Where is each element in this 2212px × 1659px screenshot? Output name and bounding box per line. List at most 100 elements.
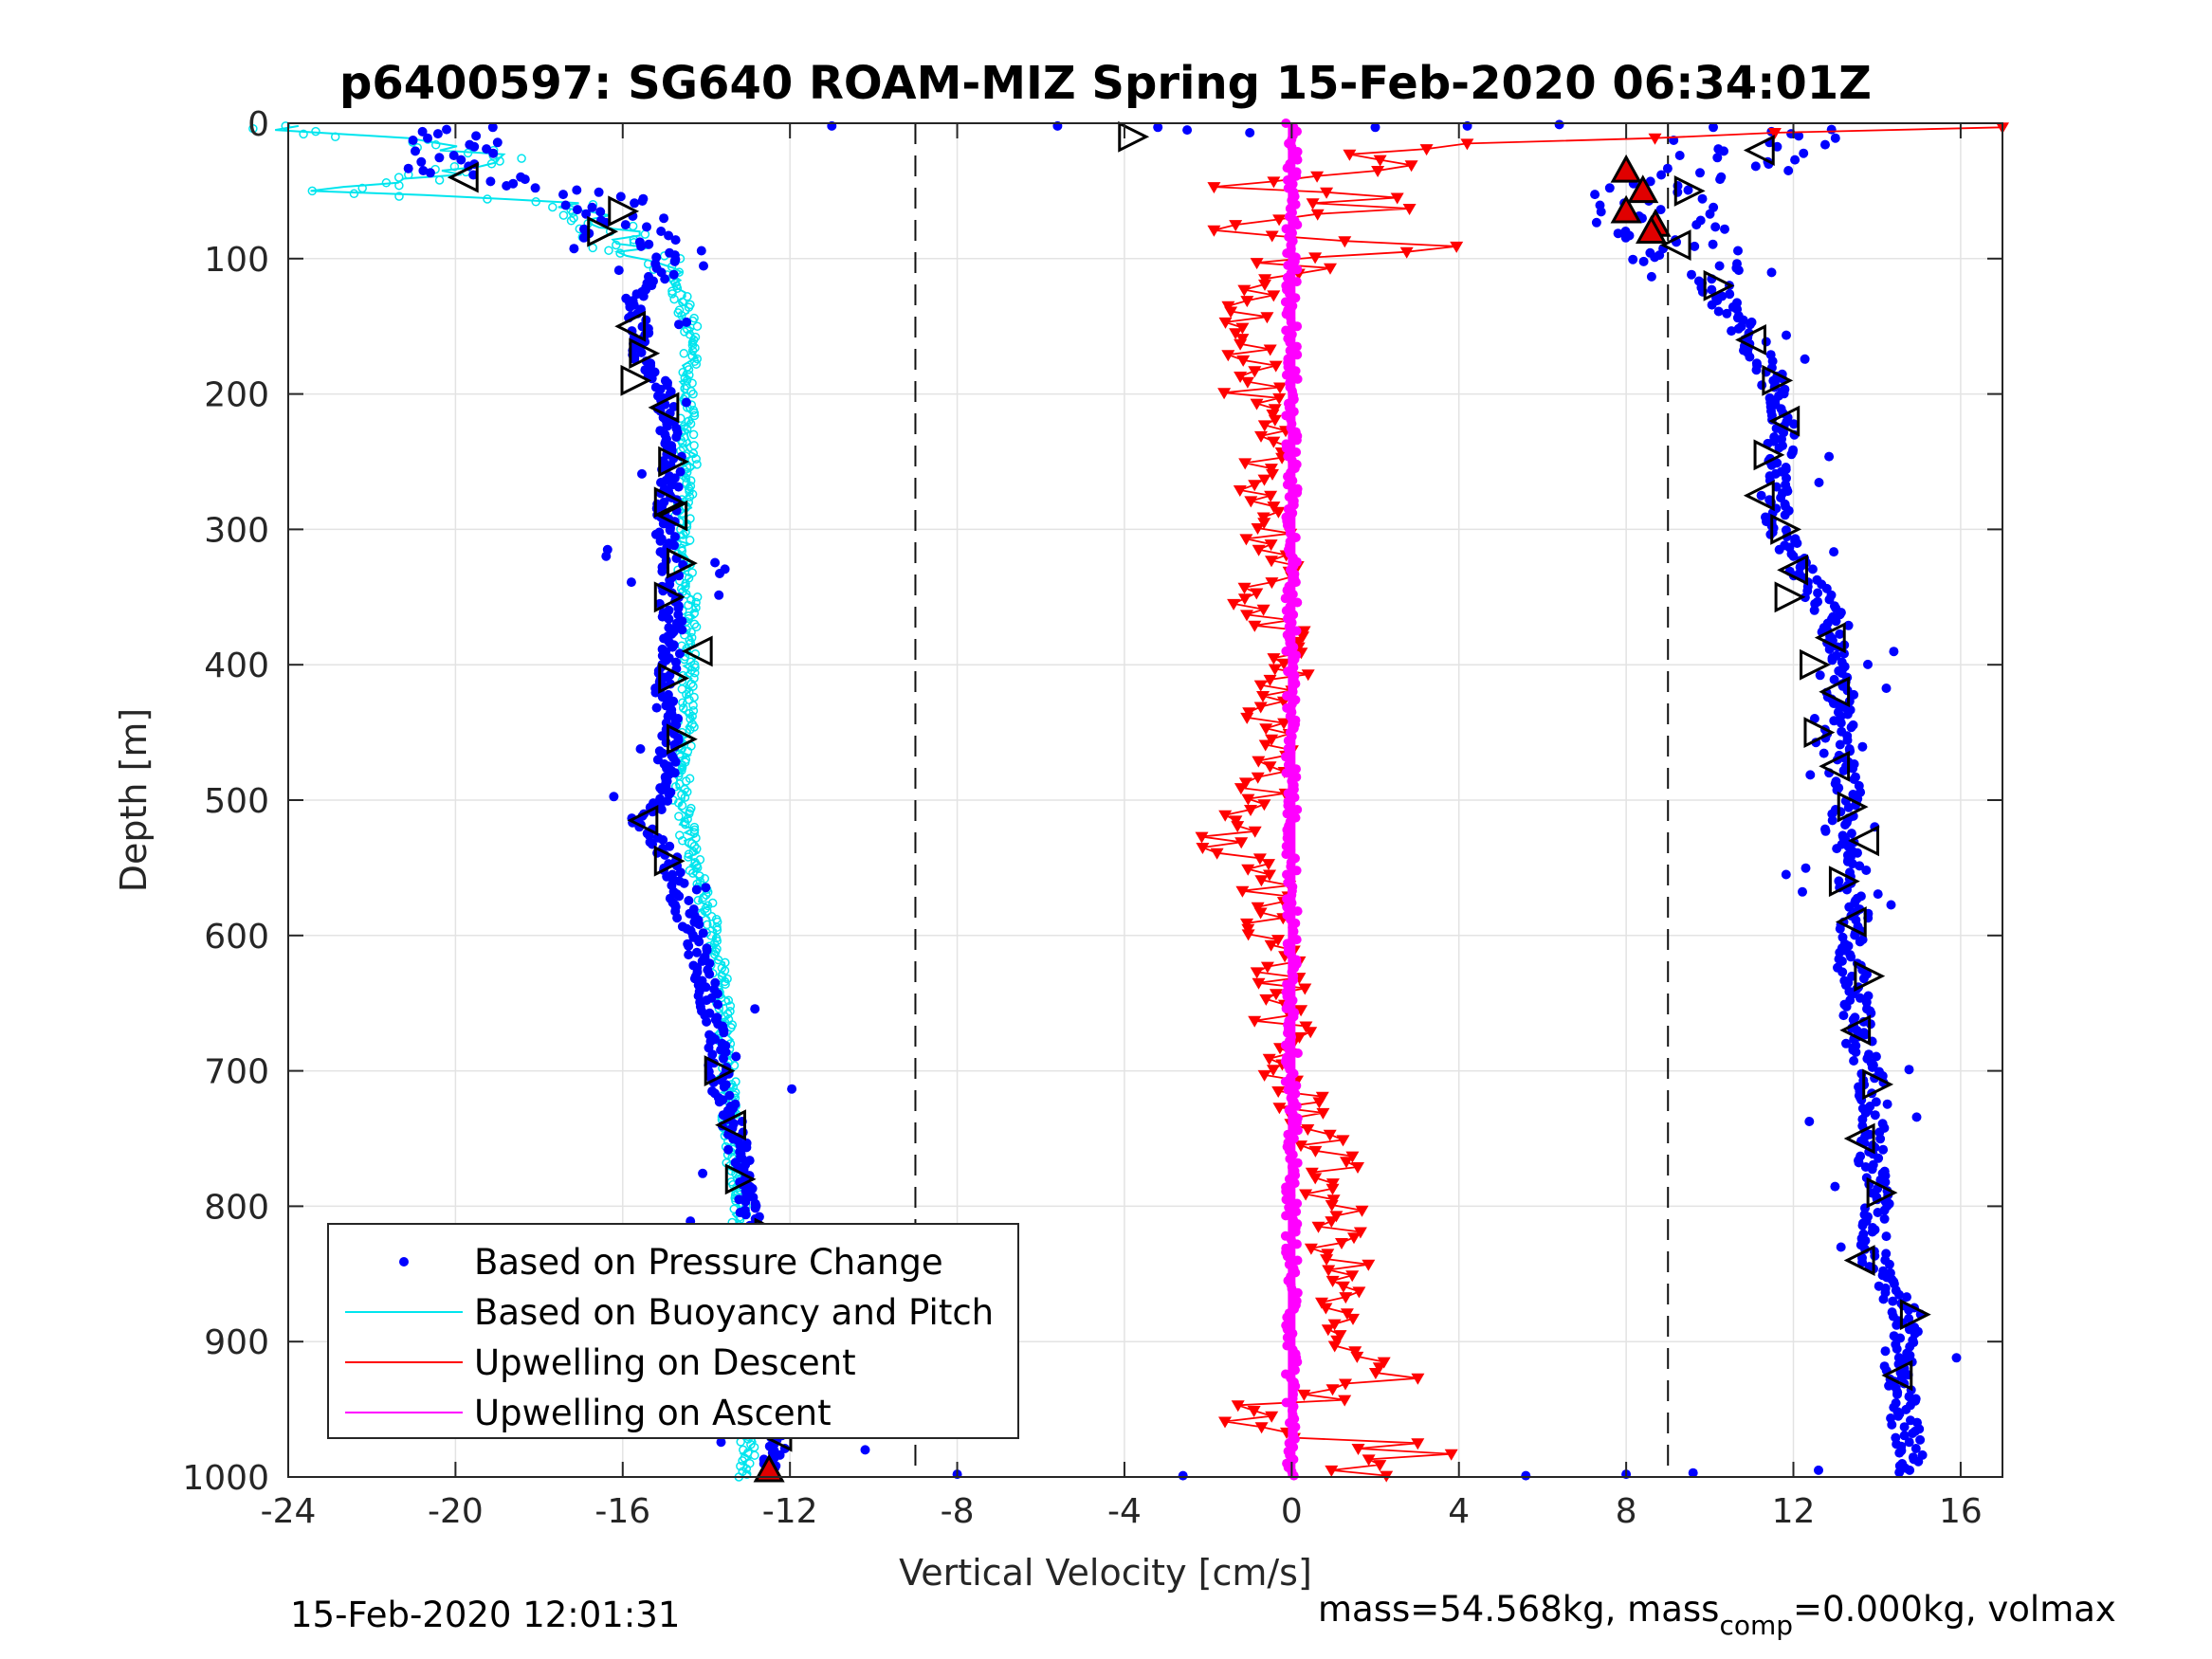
pressure-point	[1521, 1470, 1531, 1481]
pressure-point	[1789, 419, 1799, 429]
pressure-point	[668, 269, 679, 280]
pressure-point	[1915, 1434, 1926, 1445]
pressure-point	[1182, 125, 1193, 136]
upwelling-descent-marker	[1304, 1027, 1318, 1039]
pressure-point	[1846, 952, 1856, 962]
pressure-point	[724, 1090, 735, 1101]
open-triangle-marker	[1835, 906, 1867, 938]
buoyancy-pitch-point	[548, 202, 558, 212]
buoyancy-pitch-point	[299, 129, 308, 139]
x-tick-label: -16	[594, 1492, 650, 1531]
upwelling-descent-marker	[1253, 907, 1268, 920]
buoyancy-pitch-point	[691, 622, 702, 631]
buoyancy-pitch-point	[707, 898, 718, 908]
ticks: -24 -20 -16 -12 -8 -4 0 4 8 12 16 0 100 200 300 400 500 6…	[182, 105, 2002, 1531]
buoyancy-pitch-point	[688, 429, 699, 440]
pressure-point	[674, 319, 684, 330]
pressure-point	[1824, 644, 1835, 654]
upwelling-descent-marker	[1267, 436, 1281, 448]
pressure-point	[1838, 1011, 1849, 1021]
buoyancy-pitch-point	[672, 283, 683, 293]
buoyancy-pitch-point	[722, 974, 732, 984]
upwelling-descent-marker	[1301, 669, 1315, 682]
upwelling-descent-marker	[1325, 1200, 1339, 1212]
upwelling-descent-marker	[1336, 1281, 1350, 1293]
upwelling-descent-marker	[1234, 783, 1248, 795]
x-tick-label: -8	[941, 1492, 975, 1531]
upwelling-descent-marker	[1254, 430, 1268, 443]
pressure-point	[1884, 1259, 1894, 1269]
open-triangle-marker	[1703, 269, 1735, 301]
x-tick-label: 12	[1772, 1492, 1816, 1531]
buoyancy-pitch-point	[691, 454, 701, 464]
pressure-point	[418, 166, 429, 175]
pressure-point	[1733, 265, 1744, 276]
upwelling-descent-marker	[1207, 182, 1221, 194]
pressure-point	[1884, 1380, 1894, 1391]
upwelling-descent-marker	[1324, 263, 1337, 275]
pressure-point	[684, 896, 694, 905]
buoyancy-pitch-point	[687, 351, 697, 361]
open-triangle-marker	[667, 547, 698, 579]
pressure-point	[560, 200, 571, 210]
upwelling-descent-marker	[1250, 258, 1264, 270]
upwelling-descent-marker	[1311, 1221, 1325, 1233]
buoyancy-pitch-point	[678, 297, 687, 307]
buoyancy-pitch-point	[692, 321, 703, 331]
pressure-point	[1757, 380, 1767, 391]
buoyancy-pitch-point	[686, 714, 695, 724]
upwelling-descent-marker	[1248, 366, 1262, 378]
pressure-point	[620, 220, 631, 230]
upwelling-descent-marker	[1239, 534, 1253, 546]
y-tick-label: 300	[204, 511, 269, 550]
buoyancy-pitch-point	[330, 132, 340, 142]
upwelling-descent-marker	[1266, 468, 1279, 481]
legend-box	[327, 1223, 1019, 1439]
buoyancy-pitch-point	[689, 828, 700, 838]
upwelling-descent-marker	[1308, 1145, 1323, 1158]
pressure-point	[661, 738, 671, 748]
pressure-point	[1655, 205, 1666, 215]
buoyancy-pitch-point	[517, 154, 526, 163]
pressure-point	[1766, 267, 1777, 278]
pressure-point	[701, 883, 711, 893]
pressure-point	[1892, 1343, 1902, 1354]
pressure-point	[626, 577, 636, 588]
buoyancy-pitch-point	[687, 346, 698, 356]
pressure-point	[1820, 826, 1831, 836]
upwelling-descent-marker	[1339, 1378, 1352, 1391]
pressure-point	[1650, 252, 1660, 263]
upwelling-ascent-point	[1280, 1077, 1290, 1086]
pressure-point	[625, 301, 635, 312]
pressure-point	[1719, 146, 1728, 156]
open-triangle-marker	[1800, 648, 1831, 681]
pressure-point	[1827, 655, 1837, 665]
pressure-point	[1888, 1296, 1898, 1306]
series-upwelling-descent	[1195, 122, 2009, 1483]
upwelling-descent-marker	[1207, 225, 1221, 237]
pressure-point	[1857, 741, 1868, 752]
upwelling-descent-marker	[1257, 474, 1271, 486]
pressure-point	[691, 884, 702, 895]
pressure-point	[1904, 1437, 1914, 1448]
pressure-point	[660, 274, 670, 284]
buoyancy-pitch-point	[685, 708, 694, 719]
pressure-point	[1788, 551, 1799, 561]
open-triangle-marker	[653, 845, 686, 877]
pressure-point	[692, 947, 702, 957]
buoyancy-pitch-point	[495, 156, 504, 166]
pressure-point	[681, 397, 691, 408]
upwelling-descent-marker	[1355, 1205, 1369, 1217]
upwelling-ascent-point	[1292, 1048, 1303, 1058]
upwelling-descent-marker	[1310, 171, 1325, 183]
upwelling-descent-marker	[1271, 506, 1286, 519]
pressure-point	[1882, 1099, 1892, 1109]
open-triangle-marker	[724, 1163, 757, 1195]
pressure-point	[675, 867, 686, 878]
upwelling-descent-marker	[1308, 252, 1323, 264]
buoyancy-pitch-point	[720, 966, 730, 975]
pressure-point	[1725, 289, 1735, 300]
upwelling-descent-marker	[1294, 1005, 1308, 1017]
pressure-point	[1662, 163, 1673, 173]
pressure-point	[1794, 131, 1804, 141]
